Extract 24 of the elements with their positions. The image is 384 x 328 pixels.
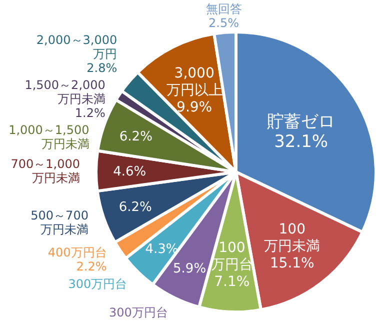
- data-label: 15.1%: [270, 255, 314, 272]
- data-label: 6.2%: [119, 129, 152, 144]
- slice-label: 3,000万円以上: [166, 65, 222, 98]
- data-label: 5.9%: [173, 261, 206, 276]
- slice-label: 1,000～1,500万円未満: [8, 123, 90, 151]
- data-label: 1.2%: [74, 106, 106, 120]
- slice-label: 貯蓄ゼロ: [267, 112, 336, 132]
- data-label: 2.5%: [208, 16, 240, 30]
- data-label: 6.2%: [118, 200, 152, 216]
- data-label: 7.1%: [214, 274, 250, 290]
- slice-label: 700～1,000万円未満: [10, 156, 80, 185]
- slice-label: 300万円台: [68, 276, 128, 291]
- slice-label: 300万円台: [108, 305, 168, 320]
- data-label: 2.2%: [76, 259, 107, 274]
- slice-label: 100万円未満: [264, 221, 320, 254]
- slice-label: 無回答: [206, 2, 242, 16]
- slice-label: 2,000～3,000万円: [36, 33, 118, 61]
- slice-label: 400万円台: [48, 245, 107, 260]
- slice-label: 1,500～2,000万円未満: [24, 78, 106, 106]
- data-label: 9.9%: [176, 99, 212, 116]
- slice-label: 500～700万円未満: [30, 208, 88, 237]
- data-label: 2.8%: [86, 61, 118, 75]
- data-label: 32.1%: [274, 132, 328, 152]
- data-label: 4.6%: [113, 164, 146, 180]
